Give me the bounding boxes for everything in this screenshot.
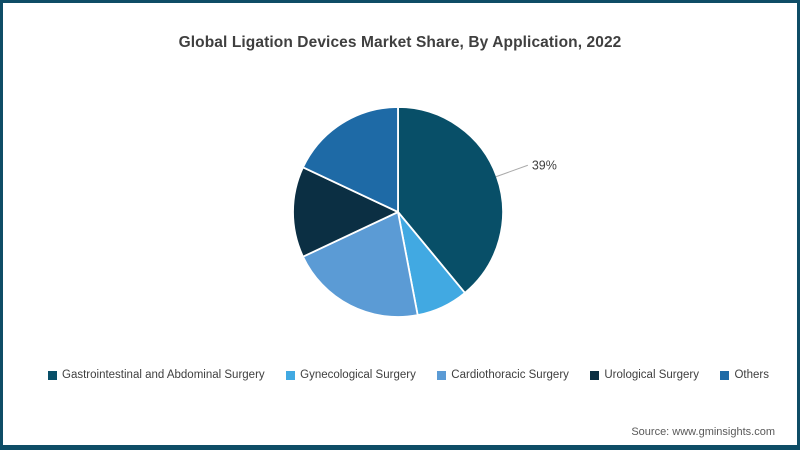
legend-swatch-icon [720,370,730,380]
legend-item-4: Urological Surgery [590,369,699,381]
data-label-leader-line [495,164,529,178]
pie-chart: 39% [292,106,557,318]
pie-slice-4 [292,166,399,258]
data-label: 39% [532,159,557,173]
legend-item-3: Cardiothoracic Surgery [437,369,569,381]
pie-slice-5 [302,106,399,213]
source-note: Source: www.gminsights.com [631,426,775,438]
legend-label: Others [734,369,769,381]
legend-item-2: Gynecological Surgery [286,369,416,381]
legend-swatch-icon [437,370,447,380]
legend-swatch-icon [286,370,296,380]
legend-swatch-icon [590,370,600,380]
legend-label: Cardiothoracic Surgery [451,369,569,381]
legend-label: Gastrointestinal and Abdominal Surgery [62,369,265,381]
legend-label: Gynecological Surgery [300,369,416,381]
chart-title: Global Ligation Devices Market Share, By… [178,34,622,51]
legend-item-1: Gastrointestinal and Abdominal Surgery [48,369,265,381]
legend-label: Urological Surgery [604,369,699,381]
legend-item-5: Others [720,369,769,381]
legend-swatch-icon [48,370,57,380]
legend: Gastrointestinal and Abdominal Surgery Gy… [48,369,769,381]
pie-slice-3 [302,211,419,318]
